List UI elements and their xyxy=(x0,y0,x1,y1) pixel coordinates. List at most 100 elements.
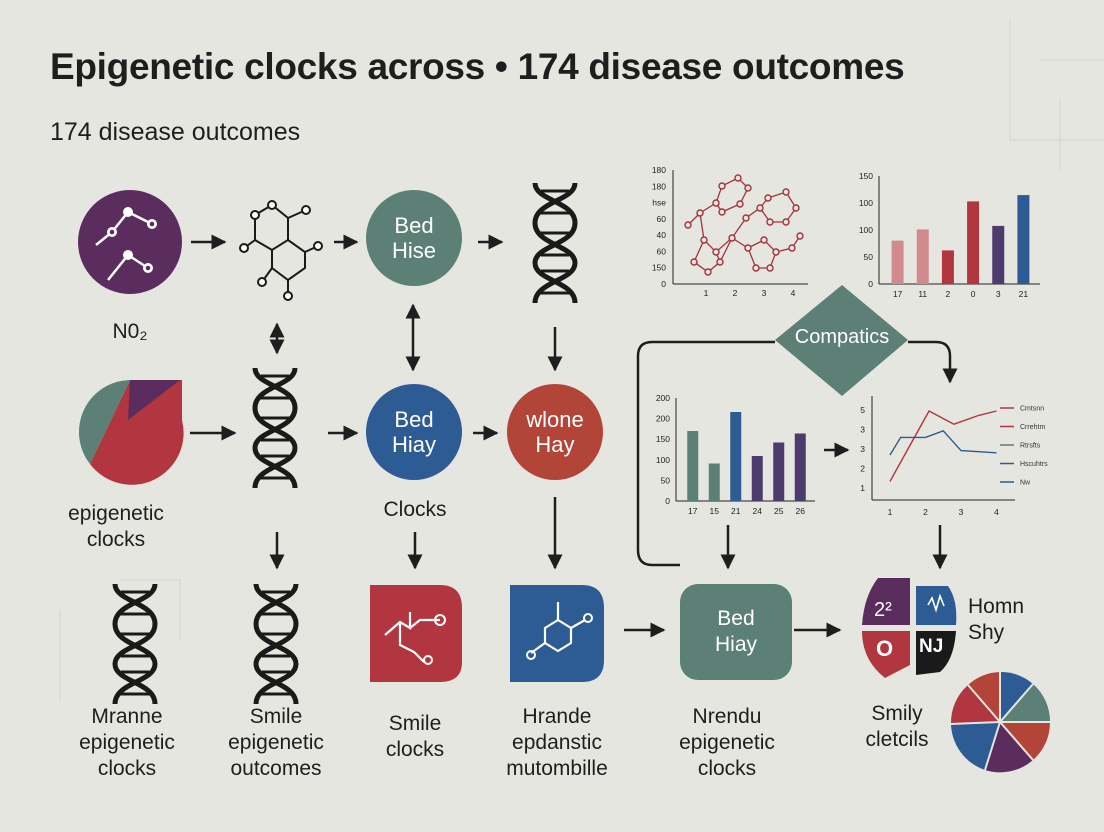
compatics-label: Compatics xyxy=(794,326,890,348)
x-tick-label: 4 xyxy=(791,288,796,298)
bar xyxy=(708,463,720,501)
pie-chart-icon xyxy=(78,380,184,485)
legend-label: Crrehtm xyxy=(1020,424,1045,431)
x-tick-label: 2 xyxy=(946,289,951,299)
dna-helix-icon xyxy=(535,183,575,303)
dna-helix-icon xyxy=(255,368,295,488)
y-tick-label: 2 xyxy=(860,464,865,474)
caption: Nrendu epigenetic clocks xyxy=(679,705,775,781)
page-subtitle: 174 disease outcomes xyxy=(50,118,301,146)
y-tick-label: 60 xyxy=(657,246,667,256)
x-tick-label: 2 xyxy=(923,507,928,517)
x-tick-label: 17 xyxy=(893,289,903,299)
y-tick-label: 1 xyxy=(860,483,865,493)
bar xyxy=(891,240,904,284)
x-tick-label: 0 xyxy=(971,289,976,299)
x-tick-label: 15 xyxy=(710,506,720,516)
molecule-circle-icon xyxy=(78,190,182,294)
molecule-tile-icon xyxy=(370,585,462,682)
x-tick-label: 2 xyxy=(733,288,738,298)
background-grid xyxy=(59,20,1104,700)
series-line xyxy=(889,410,997,482)
bar xyxy=(751,456,763,501)
y-tick-label: hse xyxy=(652,198,666,208)
y-tick-label: 180 xyxy=(652,165,666,175)
caption: Mranne epigenetic clocks xyxy=(79,705,175,781)
pie-wheel-icon xyxy=(950,671,1051,773)
legend-label: Cmtsnn xyxy=(1020,406,1044,413)
x-tick-label: 11 xyxy=(918,289,927,299)
bar xyxy=(992,225,1005,284)
smily-cletcils-label: Smily cletcils xyxy=(865,702,929,752)
bed-hiay-label: Bed Hiay xyxy=(391,406,436,457)
y-tick-label: 3 xyxy=(860,425,865,435)
network-scatter-chart xyxy=(672,170,808,285)
x-tick-label: 25 xyxy=(774,506,784,516)
legend-label: Nw xyxy=(1020,480,1031,487)
y-tick-label: 180 xyxy=(652,181,666,191)
wlone-hay-node: wlone Hay xyxy=(507,384,603,480)
y-tick-label: 100 xyxy=(859,225,873,235)
bar xyxy=(687,431,699,501)
y-tick-label: 50 xyxy=(661,475,671,485)
x-tick-label: 21 xyxy=(731,506,741,516)
x-tick-label: 3 xyxy=(959,507,964,517)
y-tick-label: 150 xyxy=(656,434,670,444)
legend-label: Hscuhtrs xyxy=(1020,461,1048,468)
bar xyxy=(1017,195,1030,284)
x-tick-label: 21 xyxy=(1019,289,1029,299)
compatics-hexagon xyxy=(775,285,908,396)
x-tick-label: 1 xyxy=(704,288,709,298)
bar xyxy=(730,412,742,501)
quadrant-icon xyxy=(862,578,957,678)
legend-label: Rtrsfts xyxy=(1020,443,1041,450)
bed-hise-label: Bed Hise xyxy=(391,212,436,263)
wlone-hay-label: wlone Hay xyxy=(526,406,584,457)
y-tick-label: 100 xyxy=(656,455,670,465)
y-tick-label: 150 xyxy=(652,263,666,273)
y-tick-label: 40 xyxy=(657,230,667,240)
bar xyxy=(773,442,785,501)
x-tick-label: 24 xyxy=(753,506,763,516)
y-tick-label: 200 xyxy=(656,393,670,403)
bar xyxy=(916,229,929,284)
caption: Smile epigenetic outcomes xyxy=(228,705,324,781)
ring-structure-tile-icon xyxy=(510,585,604,682)
x-tick-label: 1 xyxy=(888,507,893,517)
quadrant-label: 2² xyxy=(874,599,892,621)
y-tick-label: 5 xyxy=(860,405,865,415)
page-title: Epigenetic clocks across • 174 disease o… xyxy=(50,46,905,87)
y-tick-label: 200 xyxy=(656,414,670,424)
quadrant-label: O xyxy=(876,636,894,661)
bed-hiay-tile: Bed Hiay xyxy=(680,584,792,680)
connector-arrows xyxy=(190,234,958,638)
bed-hise-node: Bed Hise xyxy=(366,190,462,286)
y-tick-label: 150 xyxy=(859,171,873,181)
y-tick-label: 100 xyxy=(859,198,873,208)
y-tick-label: 0 xyxy=(661,279,666,289)
bar xyxy=(967,201,980,284)
bar xyxy=(941,250,954,284)
x-tick-label: 3 xyxy=(996,289,1001,299)
caption: Hrande epdanstic mutombille xyxy=(506,705,608,781)
y-tick-label: 0 xyxy=(868,279,873,289)
x-tick-label: 17 xyxy=(688,506,698,516)
no2-label: N0₂ xyxy=(112,320,148,343)
dna-helix-icon xyxy=(256,584,296,704)
epigenetic-clocks-label: epigenetic clocks xyxy=(68,502,164,552)
y-tick-label: 0 xyxy=(665,496,670,506)
clocks-label: Clocks xyxy=(383,498,447,521)
bed-hiay-node: Bed Hiay xyxy=(366,384,462,480)
caption: Smile clocks xyxy=(385,712,445,762)
quadrant-label: NJ xyxy=(919,636,944,657)
y-tick-label: 3 xyxy=(860,444,865,454)
series-line xyxy=(889,429,997,456)
x-tick-label: 3 xyxy=(762,288,767,298)
bar xyxy=(794,433,806,501)
homn-shy-label: Homn Shy xyxy=(968,595,1025,645)
chemical-structure-icon xyxy=(239,200,323,301)
x-tick-label: 26 xyxy=(796,506,806,516)
y-tick-label: 60 xyxy=(657,214,667,224)
dna-helix-icon xyxy=(115,584,155,704)
